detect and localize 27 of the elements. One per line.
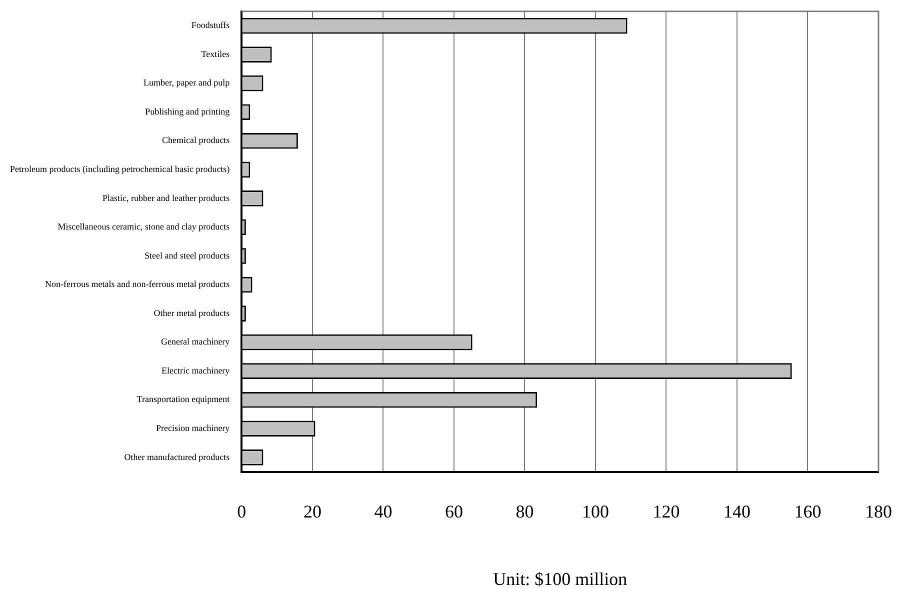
x-tick-label: 120 xyxy=(652,501,680,522)
y-tick-label: Foodstuffs xyxy=(191,20,230,30)
y-tick-label: General machinery xyxy=(160,336,230,347)
x-tick-label: 140 xyxy=(723,501,750,522)
y-tick-label: Chemical products xyxy=(162,135,230,146)
x-tick-label: 60 xyxy=(444,501,463,522)
x-tick-label: 0 xyxy=(237,501,246,522)
y-tick-label: Electric machinery xyxy=(161,365,230,376)
y-tick-label: Textiles xyxy=(201,48,230,59)
x-tick-label: 100 xyxy=(582,501,609,522)
x-tick-label: 160 xyxy=(794,501,822,522)
x-tick-label: 180 xyxy=(865,501,892,522)
x-axis-title: Unit: $100 million xyxy=(493,568,628,589)
y-tick-label: Petroleum products (including petrochemical basic products) xyxy=(10,164,230,174)
x-tick-label: 40 xyxy=(374,501,392,522)
y-tick-label: Other metal products xyxy=(154,308,230,318)
y-tick-label: Lumber, paper and pulp xyxy=(144,78,230,88)
y-tick-label: Publishing and printing xyxy=(145,106,230,116)
y-tick-label: Other manufactured products xyxy=(124,452,230,462)
y-tick-label: Miscellaneous ceramic, stone and clay products xyxy=(58,222,230,232)
x-tick-label: 80 xyxy=(516,501,534,522)
y-tick-label: Steel and steel products xyxy=(144,250,230,260)
y-tick-label: Transportation equipment xyxy=(136,394,230,404)
x-tick-label: 20 xyxy=(303,501,322,522)
y-tick-label: Precision machinery xyxy=(156,422,230,433)
y-tick-label: Plastic, rubber and leather products xyxy=(102,192,230,203)
y-tick-label: Non-ferrous metals and non-ferrous metal products xyxy=(44,279,230,290)
